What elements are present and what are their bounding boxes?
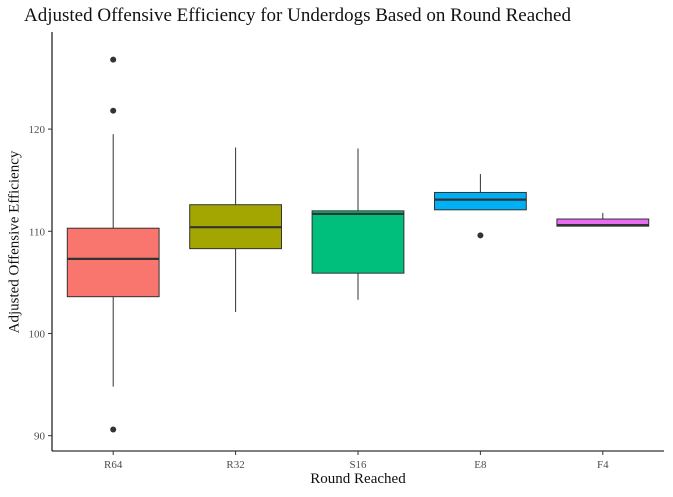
outlier-point <box>110 56 117 63</box>
box-r64 <box>66 56 160 433</box>
x-tick-label: F4 <box>597 459 609 471</box>
box-e8 <box>434 174 527 239</box>
box-r32 <box>189 147 282 313</box>
y-tick-label: 90 <box>34 431 46 443</box>
box-f4 <box>556 212 650 227</box>
chart-title: Adjusted Offensive Efficiency for Underd… <box>24 5 571 26</box>
x-axis-title: Round Reached <box>310 471 406 487</box>
outlier-point <box>477 232 484 239</box>
y-axis: 90 100 110 120 <box>29 32 53 451</box>
x-tick-label: E8 <box>474 459 487 471</box>
y-tick-label: 110 <box>29 226 46 238</box>
x-tick-label: R64 <box>104 459 123 471</box>
outlier-point <box>110 426 117 433</box>
y-tick-label: 100 <box>29 328 46 340</box>
x-axis: R64 R32 S16 E8 F4 <box>52 450 664 471</box>
outlier-point <box>110 107 117 114</box>
y-axis-title: Adjusted Offensive Efficiency <box>6 150 23 334</box>
x-tick-label: R32 <box>226 459 244 471</box>
boxes-group <box>66 56 650 433</box>
y-tick-label: 120 <box>29 124 46 136</box>
box-iqr <box>311 210 405 274</box>
box-s16 <box>311 148 405 300</box>
box-iqr <box>434 191 527 211</box>
x-tick-label: S16 <box>349 459 367 471</box>
box-iqr <box>66 227 160 298</box>
